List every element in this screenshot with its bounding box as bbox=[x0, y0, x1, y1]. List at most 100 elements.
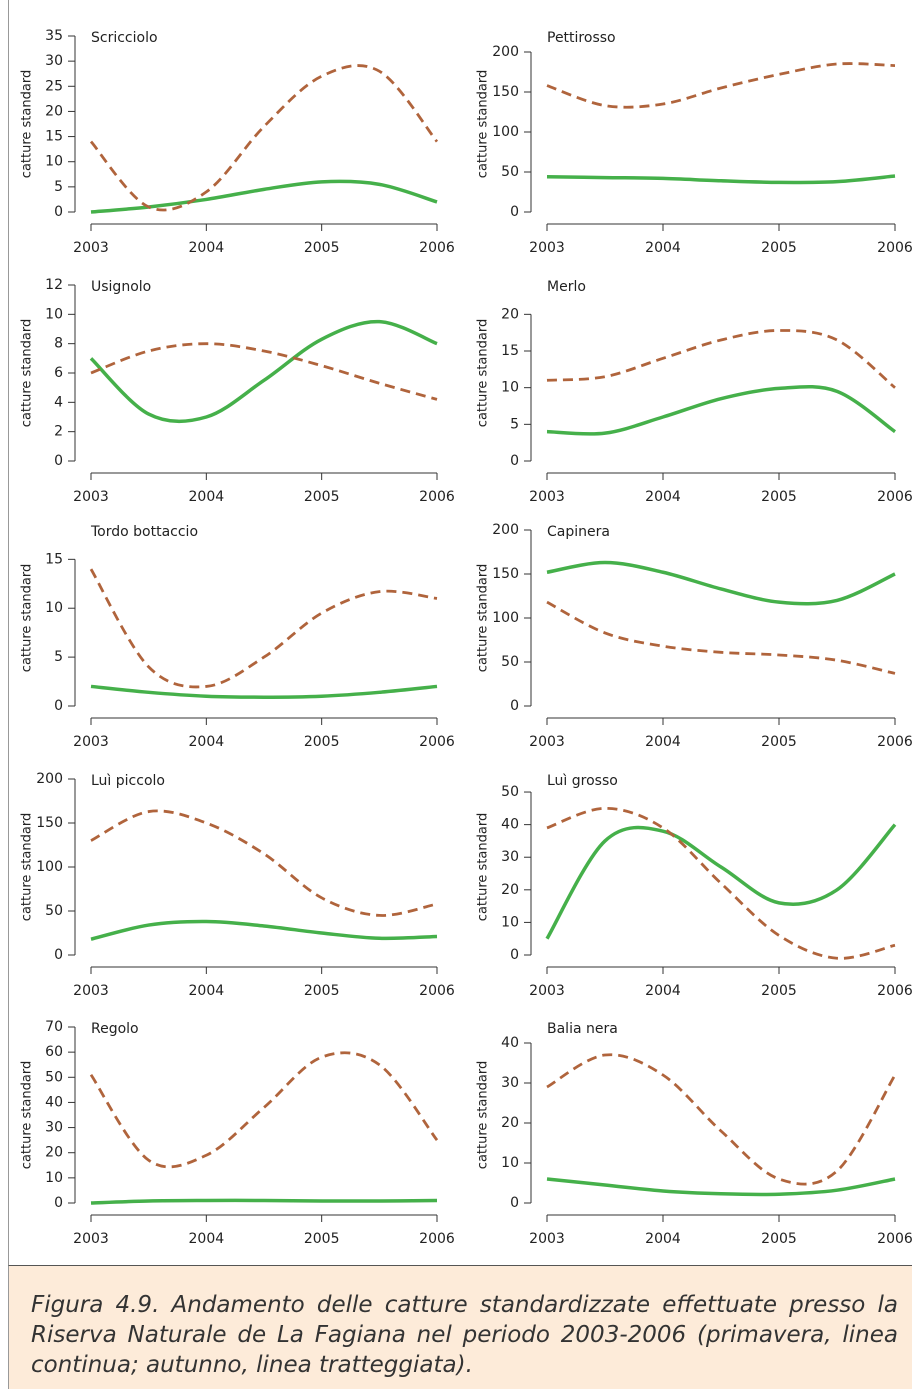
x-tick-label: 2004 bbox=[189, 1231, 225, 1247]
y-tick-label: 0 bbox=[510, 453, 519, 469]
y-tick-label: 0 bbox=[54, 453, 63, 469]
x-tick-label: 2003 bbox=[73, 734, 109, 750]
y-tick-label: 10 bbox=[45, 1170, 63, 1186]
solid-line bbox=[89, 319, 438, 424]
dashed-line bbox=[546, 1053, 897, 1186]
x-tick-label: 2003 bbox=[529, 983, 565, 999]
dashed-line bbox=[546, 329, 896, 389]
y-axis-label: catture standard bbox=[476, 564, 491, 672]
dashed-line bbox=[89, 64, 439, 212]
x-tick-label: 2004 bbox=[645, 1231, 681, 1247]
x-tick-label: 2006 bbox=[419, 983, 455, 999]
solid-line bbox=[546, 384, 897, 436]
y-tick-label: 35 bbox=[45, 28, 63, 44]
y-axis-label: catture standard bbox=[20, 319, 35, 427]
y-axis-label: catture standard bbox=[476, 70, 491, 178]
y-tick-label: 200 bbox=[492, 44, 519, 60]
y-tick-label: 50 bbox=[45, 903, 63, 919]
x-tick-label: 2005 bbox=[304, 734, 340, 750]
caption: Figura 4.9. Andamento delle catture stan… bbox=[8, 1265, 912, 1389]
x-tick-label: 2006 bbox=[877, 489, 912, 505]
panel-title: Capinera bbox=[547, 524, 610, 540]
y-tick-label: 20 bbox=[501, 306, 519, 322]
x-tick-label: 2006 bbox=[419, 240, 455, 256]
x-tick-label: 2004 bbox=[645, 983, 681, 999]
solid-line bbox=[546, 174, 896, 185]
panel-title: Regolo bbox=[91, 1021, 139, 1037]
solid-line bbox=[545, 823, 897, 940]
y-tick-label: 70 bbox=[45, 1019, 63, 1035]
y-tick-label: 20 bbox=[501, 1115, 519, 1131]
y-axis-label: catture standard bbox=[20, 1061, 35, 1169]
solid-line bbox=[90, 179, 438, 214]
y-tick-label: 15 bbox=[45, 129, 63, 145]
y-tick-label: 30 bbox=[45, 1120, 63, 1136]
y-tick-label: 10 bbox=[45, 306, 63, 322]
x-tick-label: 2004 bbox=[645, 240, 681, 256]
y-tick-label: 50 bbox=[501, 784, 519, 800]
y-axis-label: catture standard bbox=[476, 319, 491, 427]
dashed-line bbox=[89, 1051, 439, 1169]
panel-title: Luì piccolo bbox=[91, 773, 165, 789]
y-axis-label: catture standard bbox=[20, 70, 35, 178]
x-tick-label: 2004 bbox=[189, 983, 225, 999]
x-tick-label: 2004 bbox=[645, 489, 681, 505]
y-tick-label: 2 bbox=[54, 424, 63, 440]
y-tick-label: 30 bbox=[45, 53, 63, 69]
y-tick-label: 100 bbox=[36, 859, 63, 875]
x-tick-label: 2003 bbox=[529, 1231, 565, 1247]
y-tick-label: 10 bbox=[45, 600, 63, 616]
x-tick-label: 2005 bbox=[304, 240, 340, 256]
y-tick-label: 50 bbox=[45, 1069, 63, 1085]
dashed-line bbox=[546, 806, 896, 960]
panel-title: Balia nera bbox=[547, 1021, 618, 1037]
y-tick-label: 40 bbox=[501, 817, 519, 833]
solid-line bbox=[90, 684, 438, 699]
y-tick-label: 20 bbox=[45, 1145, 63, 1161]
x-tick-label: 2006 bbox=[877, 240, 912, 256]
y-tick-label: 200 bbox=[36, 771, 63, 787]
x-tick-label: 2005 bbox=[761, 489, 797, 505]
x-tick-label: 2006 bbox=[419, 734, 455, 750]
y-tick-label: 30 bbox=[501, 1075, 519, 1091]
dashed-line bbox=[90, 809, 438, 917]
x-tick-label: 2004 bbox=[189, 240, 225, 256]
panel-title: Pettirosso bbox=[547, 30, 616, 46]
y-tick-label: 5 bbox=[510, 416, 519, 432]
y-tick-label: 150 bbox=[492, 84, 519, 100]
panel-title: Scricciolo bbox=[91, 30, 158, 46]
y-tick-label: 25 bbox=[45, 78, 63, 94]
y-tick-label: 0 bbox=[54, 204, 63, 220]
y-tick-label: 60 bbox=[45, 1044, 63, 1060]
x-tick-label: 2005 bbox=[761, 734, 797, 750]
x-tick-label: 2004 bbox=[189, 734, 225, 750]
y-tick-label: 0 bbox=[510, 1195, 519, 1211]
x-tick-label: 2003 bbox=[529, 489, 565, 505]
x-tick-label: 2003 bbox=[529, 240, 565, 256]
y-tick-label: 20 bbox=[45, 103, 63, 119]
panel-title: Luì grosso bbox=[547, 773, 618, 789]
x-tick-label: 2005 bbox=[304, 489, 340, 505]
x-tick-label: 2003 bbox=[529, 734, 565, 750]
x-tick-label: 2006 bbox=[877, 734, 912, 750]
x-tick-label: 2005 bbox=[761, 240, 797, 256]
y-tick-label: 50 bbox=[501, 164, 519, 180]
y-tick-label: 8 bbox=[54, 336, 63, 352]
y-tick-label: 12 bbox=[45, 277, 63, 293]
y-tick-label: 0 bbox=[54, 1195, 63, 1211]
y-axis-label: catture standard bbox=[476, 1061, 491, 1169]
x-tick-label: 2005 bbox=[304, 983, 340, 999]
x-tick-label: 2005 bbox=[761, 983, 797, 999]
y-tick-label: 30 bbox=[501, 849, 519, 865]
y-tick-label: 10 bbox=[501, 380, 519, 396]
y-tick-label: 0 bbox=[54, 698, 63, 714]
y-tick-label: 100 bbox=[492, 610, 519, 626]
x-tick-label: 2006 bbox=[877, 983, 912, 999]
x-tick-label: 2006 bbox=[419, 1231, 455, 1247]
x-tick-label: 2003 bbox=[73, 1231, 109, 1247]
y-tick-label: 0 bbox=[510, 947, 519, 963]
y-tick-label: 40 bbox=[501, 1035, 519, 1051]
y-tick-label: 15 bbox=[501, 343, 519, 359]
x-tick-label: 2003 bbox=[73, 240, 109, 256]
